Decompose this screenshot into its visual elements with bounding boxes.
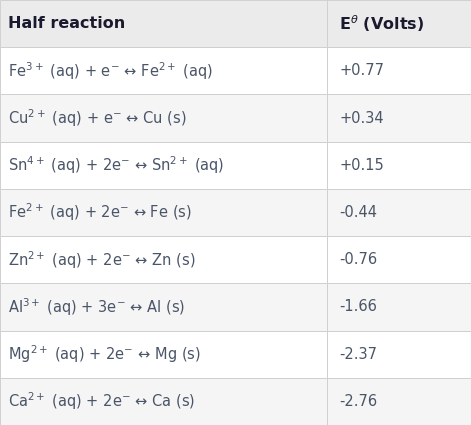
Bar [0,378,327,425]
Text: -2.76: -2.76 [339,394,377,409]
Bar [0,142,327,189]
Bar [0,0,327,47]
Text: Half reaction: Half reaction [8,16,126,31]
Bar [327,94,471,142]
Text: Al$^{3+}$ (aq) + 3e$^{-}$ ↔ Al (s): Al$^{3+}$ (aq) + 3e$^{-}$ ↔ Al (s) [8,296,186,318]
Text: Fe$^{3+}$ (aq) + e$^{-}$ ↔ Fe$^{2+}$ (aq): Fe$^{3+}$ (aq) + e$^{-}$ ↔ Fe$^{2+}$ (aq… [8,60,213,82]
Bar [0,331,327,378]
Text: -0.76: -0.76 [339,252,377,267]
Bar [327,378,471,425]
Text: Mg$^{2+}$ (aq) + 2e$^{-}$ ↔ Mg (s): Mg$^{2+}$ (aq) + 2e$^{-}$ ↔ Mg (s) [8,343,201,365]
Text: Zn$^{2+}$ (aq) + 2e$^{-}$ ↔ Zn (s): Zn$^{2+}$ (aq) + 2e$^{-}$ ↔ Zn (s) [8,249,196,271]
Bar [0,283,327,331]
Text: Ca$^{2+}$ (aq) + 2e$^{-}$ ↔ Ca (s): Ca$^{2+}$ (aq) + 2e$^{-}$ ↔ Ca (s) [8,391,196,412]
Text: +0.77: +0.77 [339,63,384,78]
Text: Sn$^{4+}$ (aq) + 2e$^{-}$ ↔ Sn$^{2+}$ (aq): Sn$^{4+}$ (aq) + 2e$^{-}$ ↔ Sn$^{2+}$ (a… [8,154,225,176]
Bar [0,236,327,283]
Bar [0,47,327,94]
Text: Cu$^{2+}$ (aq) + e$^{-}$ ↔ Cu (s): Cu$^{2+}$ (aq) + e$^{-}$ ↔ Cu (s) [8,107,187,129]
Bar [0,94,327,142]
Bar [327,189,471,236]
Bar [327,0,471,47]
Text: +0.34: +0.34 [339,110,384,125]
Text: -2.37: -2.37 [339,347,377,362]
Bar [327,331,471,378]
Text: E$^{\theta}$ (Volts): E$^{\theta}$ (Volts) [339,13,424,34]
Text: Fe$^{2+}$ (aq) + 2e$^{-}$ ↔ Fe (s): Fe$^{2+}$ (aq) + 2e$^{-}$ ↔ Fe (s) [8,201,192,224]
Bar [327,47,471,94]
Text: +0.15: +0.15 [339,158,384,173]
Bar [327,283,471,331]
Bar [327,236,471,283]
Text: -0.44: -0.44 [339,205,377,220]
Text: -1.66: -1.66 [339,300,377,314]
Bar [327,142,471,189]
Bar [0,189,327,236]
